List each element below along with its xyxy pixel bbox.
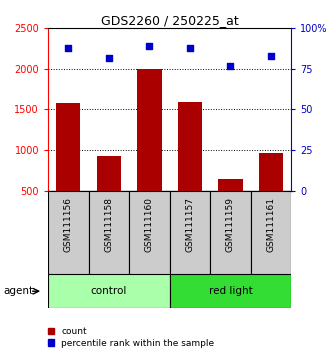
Bar [169, 274, 291, 308]
Text: GSM111156: GSM111156 [64, 197, 73, 252]
Bar [137, 69, 162, 190]
Bar [48, 190, 88, 274]
Bar [88, 190, 129, 274]
Bar [56, 103, 80, 190]
Text: GSM111159: GSM111159 [226, 197, 235, 252]
Bar [178, 102, 202, 190]
Point [228, 63, 233, 68]
Text: red light: red light [209, 286, 252, 296]
Text: GSM111157: GSM111157 [185, 197, 194, 252]
Point [147, 43, 152, 49]
Text: agent: agent [3, 286, 33, 296]
Text: GSM111160: GSM111160 [145, 197, 154, 252]
Point [187, 45, 193, 51]
Text: GSM111161: GSM111161 [266, 197, 275, 252]
Point [66, 45, 71, 51]
Legend: count, percentile rank within the sample: count, percentile rank within the sample [46, 325, 216, 349]
Bar [259, 153, 283, 190]
Text: GSM111158: GSM111158 [104, 197, 113, 252]
Title: GDS2260 / 250225_at: GDS2260 / 250225_at [101, 14, 239, 27]
Bar [129, 190, 169, 274]
Point [268, 53, 274, 59]
Bar [169, 190, 210, 274]
Bar [251, 190, 291, 274]
Bar [97, 156, 121, 190]
Bar [48, 274, 169, 308]
Text: control: control [91, 286, 127, 296]
Point [106, 55, 112, 60]
Bar [218, 179, 243, 190]
Bar [210, 190, 251, 274]
